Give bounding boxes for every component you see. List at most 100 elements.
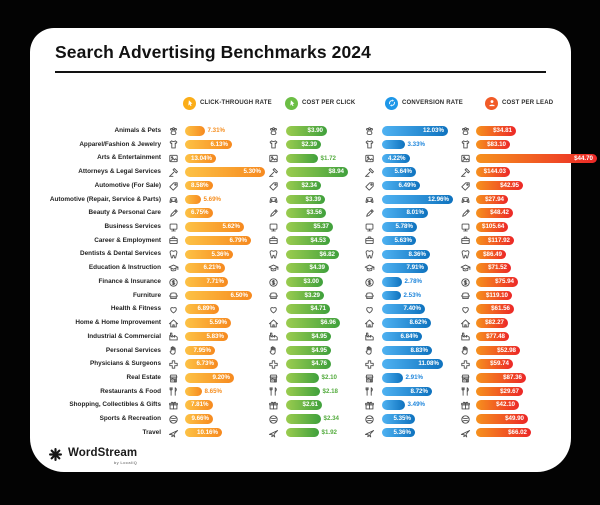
table-row: Attorneys & Legal Services 5.30% $8.94 5.64… bbox=[30, 165, 571, 179]
industry-label: Business Services bbox=[104, 223, 162, 231]
picture-icon bbox=[167, 153, 179, 165]
ctr-bar: 5.36% bbox=[185, 249, 233, 260]
bar-zone-cvr: 2.53% bbox=[382, 290, 421, 301]
bar-zone-cpl: $29.67 bbox=[476, 386, 523, 397]
industry-label: Travel bbox=[142, 428, 161, 436]
bar-zone-cpc: $3.56 bbox=[286, 208, 326, 218]
industry-label: Animals & Pets bbox=[114, 127, 161, 134]
cvr-value: 8.62% bbox=[409, 319, 427, 327]
ball-icon bbox=[459, 413, 471, 425]
cpl-value: $42.95 bbox=[500, 181, 519, 189]
cpc-value: $3.00 bbox=[303, 278, 319, 285]
cpl-bar: $29.67 bbox=[476, 386, 523, 397]
cpl-bar: $27.94 bbox=[476, 194, 508, 205]
ctr-bar: 6.50% bbox=[185, 290, 252, 301]
car-icon bbox=[267, 194, 279, 206]
industry-label: Industrial & Commercial bbox=[87, 332, 161, 340]
ctr-value: 6.75% bbox=[191, 209, 209, 217]
house-icon bbox=[363, 317, 375, 329]
medical-cross-icon bbox=[363, 358, 375, 370]
bar-zone-cpl: $82.27 bbox=[476, 318, 508, 328]
industry-label: Sports & Recreation bbox=[99, 415, 161, 423]
table-row: Career & Employment 6.79% $4.53 5.63% $117.9… bbox=[30, 234, 571, 248]
bar-zone-cvr: 8.36% bbox=[382, 249, 430, 260]
ctr-value: 6.13% bbox=[210, 140, 228, 148]
cvr-bar bbox=[382, 139, 405, 150]
cpl-value: $105.64 bbox=[482, 223, 505, 231]
bar-zone-ctr: 9.66% bbox=[185, 414, 213, 424]
bar-zone-ctr: 7.31% bbox=[185, 126, 225, 136]
cpc-value: $2.34 bbox=[323, 415, 339, 423]
cpl-bar: $119.10 bbox=[476, 290, 512, 301]
car-icon bbox=[459, 194, 471, 206]
cvr-value: 6.49% bbox=[398, 181, 416, 189]
cpl-value: $52.98 bbox=[497, 346, 516, 354]
table-row: Arts & Entertainment 13.04% $1.72 4.22% $44.… bbox=[30, 151, 597, 165]
plane-icon bbox=[167, 427, 179, 439]
bar-zone-cpl: $71.52 bbox=[476, 263, 511, 273]
armchair-icon bbox=[167, 290, 179, 302]
ctr-bar: 6.79% bbox=[185, 235, 251, 246]
heart-icon bbox=[459, 304, 471, 316]
picture-icon bbox=[267, 153, 279, 165]
cvr-bar: 5.64% bbox=[382, 167, 416, 177]
bar-zone-cpl: $117.92 bbox=[476, 235, 514, 246]
legend-item-cvr: CONVERSION RATE bbox=[385, 96, 463, 110]
legend-item-cpl: COST PER LEAD bbox=[485, 96, 553, 110]
cpc-bar: $3.90 bbox=[286, 126, 327, 136]
industry-label: Apparel/Fashion & Jewelry bbox=[79, 140, 161, 148]
industry-label: Personal Services bbox=[105, 346, 161, 354]
ctr-bar: 6.13% bbox=[185, 139, 232, 150]
cpc-bar: $3.00 bbox=[286, 277, 323, 287]
industry-label: Attorneys & Legal Services bbox=[78, 168, 161, 176]
cvr-bar: 5.36% bbox=[382, 427, 415, 438]
house-icon bbox=[459, 317, 471, 329]
cpl-bar: $52.98 bbox=[476, 345, 520, 356]
cpl-value: $49.90 bbox=[505, 415, 524, 423]
brush-icon bbox=[267, 208, 279, 220]
industry-label: Furniture bbox=[132, 291, 161, 299]
industry-label: Real Estate bbox=[126, 373, 161, 381]
cvr-value: 2.78% bbox=[404, 278, 423, 285]
cvr-bar: 8.72% bbox=[382, 386, 432, 397]
cvr-bar: 5.35% bbox=[382, 414, 415, 424]
cpl-bar: $83.10 bbox=[476, 139, 510, 150]
cvr-bar: 5.78% bbox=[382, 222, 417, 232]
cutlery-icon bbox=[363, 386, 375, 398]
tooth-icon bbox=[459, 249, 471, 261]
table-row: Automotive (For Sale) 8.58% $2.34 6.49% $42.… bbox=[30, 179, 571, 193]
cpl-value: $119.10 bbox=[485, 291, 508, 299]
tooth-icon bbox=[167, 249, 179, 261]
bar-zone-cvr: 7.91% bbox=[382, 263, 428, 273]
gift-icon bbox=[167, 400, 179, 412]
cpc-bar: $4.71 bbox=[286, 304, 330, 314]
plane-icon bbox=[459, 427, 471, 439]
cvr-value: 7.40% bbox=[403, 305, 421, 313]
bar-zone-cpc: $2.61 bbox=[286, 400, 322, 410]
cpl-bar: $144.03 bbox=[476, 167, 510, 177]
factory-icon bbox=[459, 331, 471, 343]
cvr-value: 5.36% bbox=[393, 428, 411, 436]
industry-label: Restaurants & Food bbox=[100, 387, 161, 395]
tooth-icon bbox=[267, 249, 279, 261]
factory-icon bbox=[363, 331, 375, 343]
cpc-bar: $3.29 bbox=[286, 290, 324, 301]
cpl-bar: $117.92 bbox=[476, 235, 514, 246]
bar-zone-cvr: 6.49% bbox=[382, 180, 420, 191]
briefcase-icon bbox=[167, 235, 179, 247]
bar-zone-ctr: 7.81% bbox=[185, 400, 213, 410]
cpc-value: $4.95 bbox=[311, 332, 327, 340]
ctr-bar bbox=[185, 386, 202, 397]
bar-zone-cvr: 8.01% bbox=[382, 208, 428, 218]
plane-icon bbox=[267, 427, 279, 439]
cpl-value: $75.94 bbox=[495, 278, 514, 285]
bar-zone-cpc: $3.29 bbox=[286, 290, 324, 301]
gavel-icon bbox=[167, 166, 179, 178]
ctr-bar: 8.58% bbox=[185, 180, 213, 191]
bar-zone-ctr: 6.73% bbox=[185, 359, 218, 369]
bar-zone-cvr: 4.22% bbox=[382, 153, 410, 164]
table-row: Automotive (Repair, Service & Parts) 5.69… bbox=[30, 193, 571, 207]
cpl-value: $71.52 bbox=[488, 264, 507, 272]
brush-icon bbox=[459, 208, 471, 220]
dollar-coin-icon bbox=[267, 276, 279, 288]
